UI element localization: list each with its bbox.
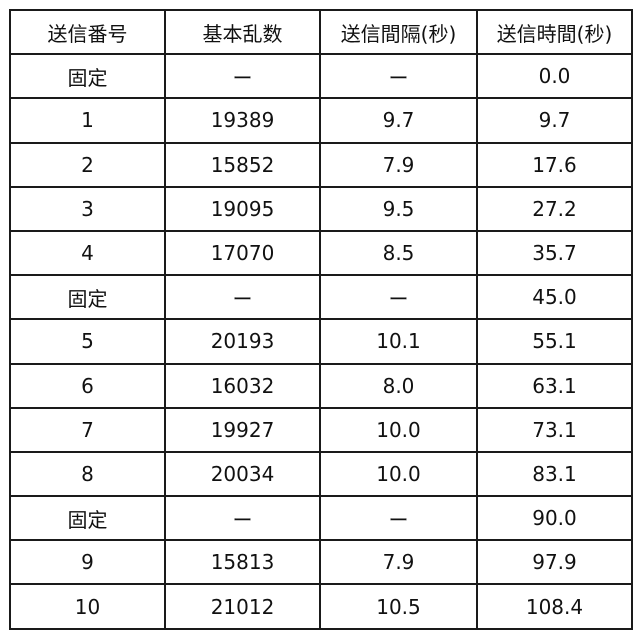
cell-transmission-interval: 8.5 [320,231,477,275]
cell-base-random-number: 20193 [165,319,320,363]
cell-transmission-time: 17.6 [477,143,632,187]
cell-transmission-number: 9 [10,540,165,584]
header-transmission-interval: 送信間隔(秒) [320,10,477,54]
cell-transmission-number: 2 [10,143,165,187]
cell-transmission-interval: 10.0 [320,452,477,496]
table-row: 2 15852 7.9 17.6 [10,143,632,187]
cell-transmission-time: 0.0 [477,54,632,98]
transmission-schedule-table: 送信番号 基本乱数 送信間隔(秒) 送信時間(秒) 固定 ー ー 0.0 1 1… [9,9,633,630]
cell-base-random-number: 19095 [165,187,320,231]
table-row: 5 20193 10.1 55.1 [10,319,632,363]
cell-transmission-time: 73.1 [477,408,632,452]
cell-transmission-interval: ー [320,54,477,98]
cell-base-random-number: ー [165,496,320,540]
cell-base-random-number: 17070 [165,231,320,275]
cell-transmission-time: 83.1 [477,452,632,496]
table-row: 固定 ー ー 90.0 [10,496,632,540]
header-transmission-time: 送信時間(秒) [477,10,632,54]
cell-base-random-number: 15852 [165,143,320,187]
cell-transmission-time: 108.4 [477,584,632,628]
cell-transmission-interval: 9.5 [320,187,477,231]
cell-transmission-time: 27.2 [477,187,632,231]
cell-base-random-number: 15813 [165,540,320,584]
cell-base-random-number: 20034 [165,452,320,496]
table-row: 4 17070 8.5 35.7 [10,231,632,275]
cell-transmission-number: 1 [10,98,165,142]
table-body: 固定 ー ー 0.0 1 19389 9.7 9.7 2 15852 7.9 1… [10,54,632,628]
header-base-random-number: 基本乱数 [165,10,320,54]
cell-transmission-interval: 8.0 [320,364,477,408]
cell-transmission-number: 8 [10,452,165,496]
cell-transmission-number: 3 [10,187,165,231]
cell-transmission-interval: 9.7 [320,98,477,142]
cell-transmission-interval: ー [320,496,477,540]
cell-transmission-time: 9.7 [477,98,632,142]
table-row: 8 20034 10.0 83.1 [10,452,632,496]
table-row: 9 15813 7.9 97.9 [10,540,632,584]
cell-transmission-time: 55.1 [477,319,632,363]
cell-base-random-number: 21012 [165,584,320,628]
cell-transmission-number: 5 [10,319,165,363]
cell-transmission-time: 90.0 [477,496,632,540]
cell-base-random-number: ー [165,275,320,319]
cell-transmission-time: 45.0 [477,275,632,319]
cell-transmission-number: 10 [10,584,165,628]
table-row: 10 21012 10.5 108.4 [10,584,632,628]
cell-transmission-interval: 10.0 [320,408,477,452]
table-row: 1 19389 9.7 9.7 [10,98,632,142]
table-row: 7 19927 10.0 73.1 [10,408,632,452]
cell-transmission-interval: 10.1 [320,319,477,363]
header-transmission-number: 送信番号 [10,10,165,54]
table-row: 3 19095 9.5 27.2 [10,187,632,231]
cell-transmission-interval: 7.9 [320,540,477,584]
cell-transmission-interval: 10.5 [320,584,477,628]
cell-base-random-number: 19389 [165,98,320,142]
cell-base-random-number: ー [165,54,320,98]
cell-transmission-number: 固定 [10,496,165,540]
header-row: 送信番号 基本乱数 送信間隔(秒) 送信時間(秒) [10,10,632,54]
cell-transmission-number: 固定 [10,275,165,319]
cell-transmission-number: 固定 [10,54,165,98]
cell-transmission-number: 4 [10,231,165,275]
cell-transmission-number: 6 [10,364,165,408]
cell-base-random-number: 16032 [165,364,320,408]
table-row: 6 16032 8.0 63.1 [10,364,632,408]
cell-transmission-time: 35.7 [477,231,632,275]
cell-transmission-time: 63.1 [477,364,632,408]
table-row: 固定 ー ー 0.0 [10,54,632,98]
cell-transmission-interval: ー [320,275,477,319]
table-row: 固定 ー ー 45.0 [10,275,632,319]
cell-transmission-time: 97.9 [477,540,632,584]
cell-base-random-number: 19927 [165,408,320,452]
cell-transmission-interval: 7.9 [320,143,477,187]
table-header: 送信番号 基本乱数 送信間隔(秒) 送信時間(秒) [10,10,632,54]
cell-transmission-number: 7 [10,408,165,452]
